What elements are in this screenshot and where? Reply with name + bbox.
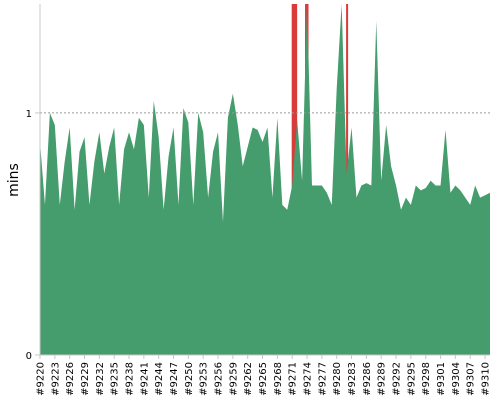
x-tick-label: #9259 [228, 362, 239, 396]
x-tick-label: #9301 [436, 362, 447, 396]
x-tick-label: #9280 [332, 362, 343, 396]
x-tick-label: #9298 [421, 362, 432, 396]
y-tick-label: 1 [26, 109, 32, 120]
x-tick-label: #9253 [199, 362, 210, 396]
x-tick-label: #9232 [95, 362, 106, 396]
x-tick-label: #9292 [392, 362, 403, 396]
x-tick-label: #9238 [125, 362, 136, 396]
series-area [40, 4, 490, 355]
x-tick-label: #9289 [377, 362, 388, 396]
x-tick-label: #9310 [481, 362, 492, 396]
x-tick-label: #9295 [406, 362, 417, 396]
plot-area [40, 4, 490, 355]
x-tick-label: #9277 [317, 362, 328, 396]
x-tick-label: #9229 [80, 362, 91, 396]
x-tick-label: #9256 [214, 362, 225, 396]
x-tick-label: #9304 [451, 362, 462, 396]
x-tick-label: #9223 [50, 362, 61, 396]
y-tick-label: 0 [26, 351, 32, 362]
x-axis: #9220 #9223 #9226 #9229 #9232 #9235 #9238 #9241… [36, 354, 492, 396]
y-axis-label: mins [6, 163, 22, 197]
x-tick-label: #9241 [139, 362, 150, 396]
y-axis: 01 [26, 4, 41, 362]
x-tick-label: #9262 [243, 362, 254, 396]
x-tick-label: #9265 [258, 362, 269, 396]
x-tick-label: #9286 [362, 362, 373, 396]
x-tick-label: #9274 [303, 362, 314, 396]
x-tick-label: #9268 [273, 362, 284, 396]
x-tick-label: #9271 [288, 362, 299, 396]
x-tick-label: #9235 [110, 362, 121, 396]
x-tick-label: #9226 [65, 362, 76, 396]
x-tick-label: #9244 [154, 362, 165, 396]
x-tick-label: #9250 [184, 362, 195, 396]
x-tick-label: #9283 [347, 362, 358, 396]
x-tick-label: #9247 [169, 362, 180, 396]
x-tick-label: #9220 [36, 362, 47, 396]
x-tick-label: #9307 [466, 362, 477, 396]
